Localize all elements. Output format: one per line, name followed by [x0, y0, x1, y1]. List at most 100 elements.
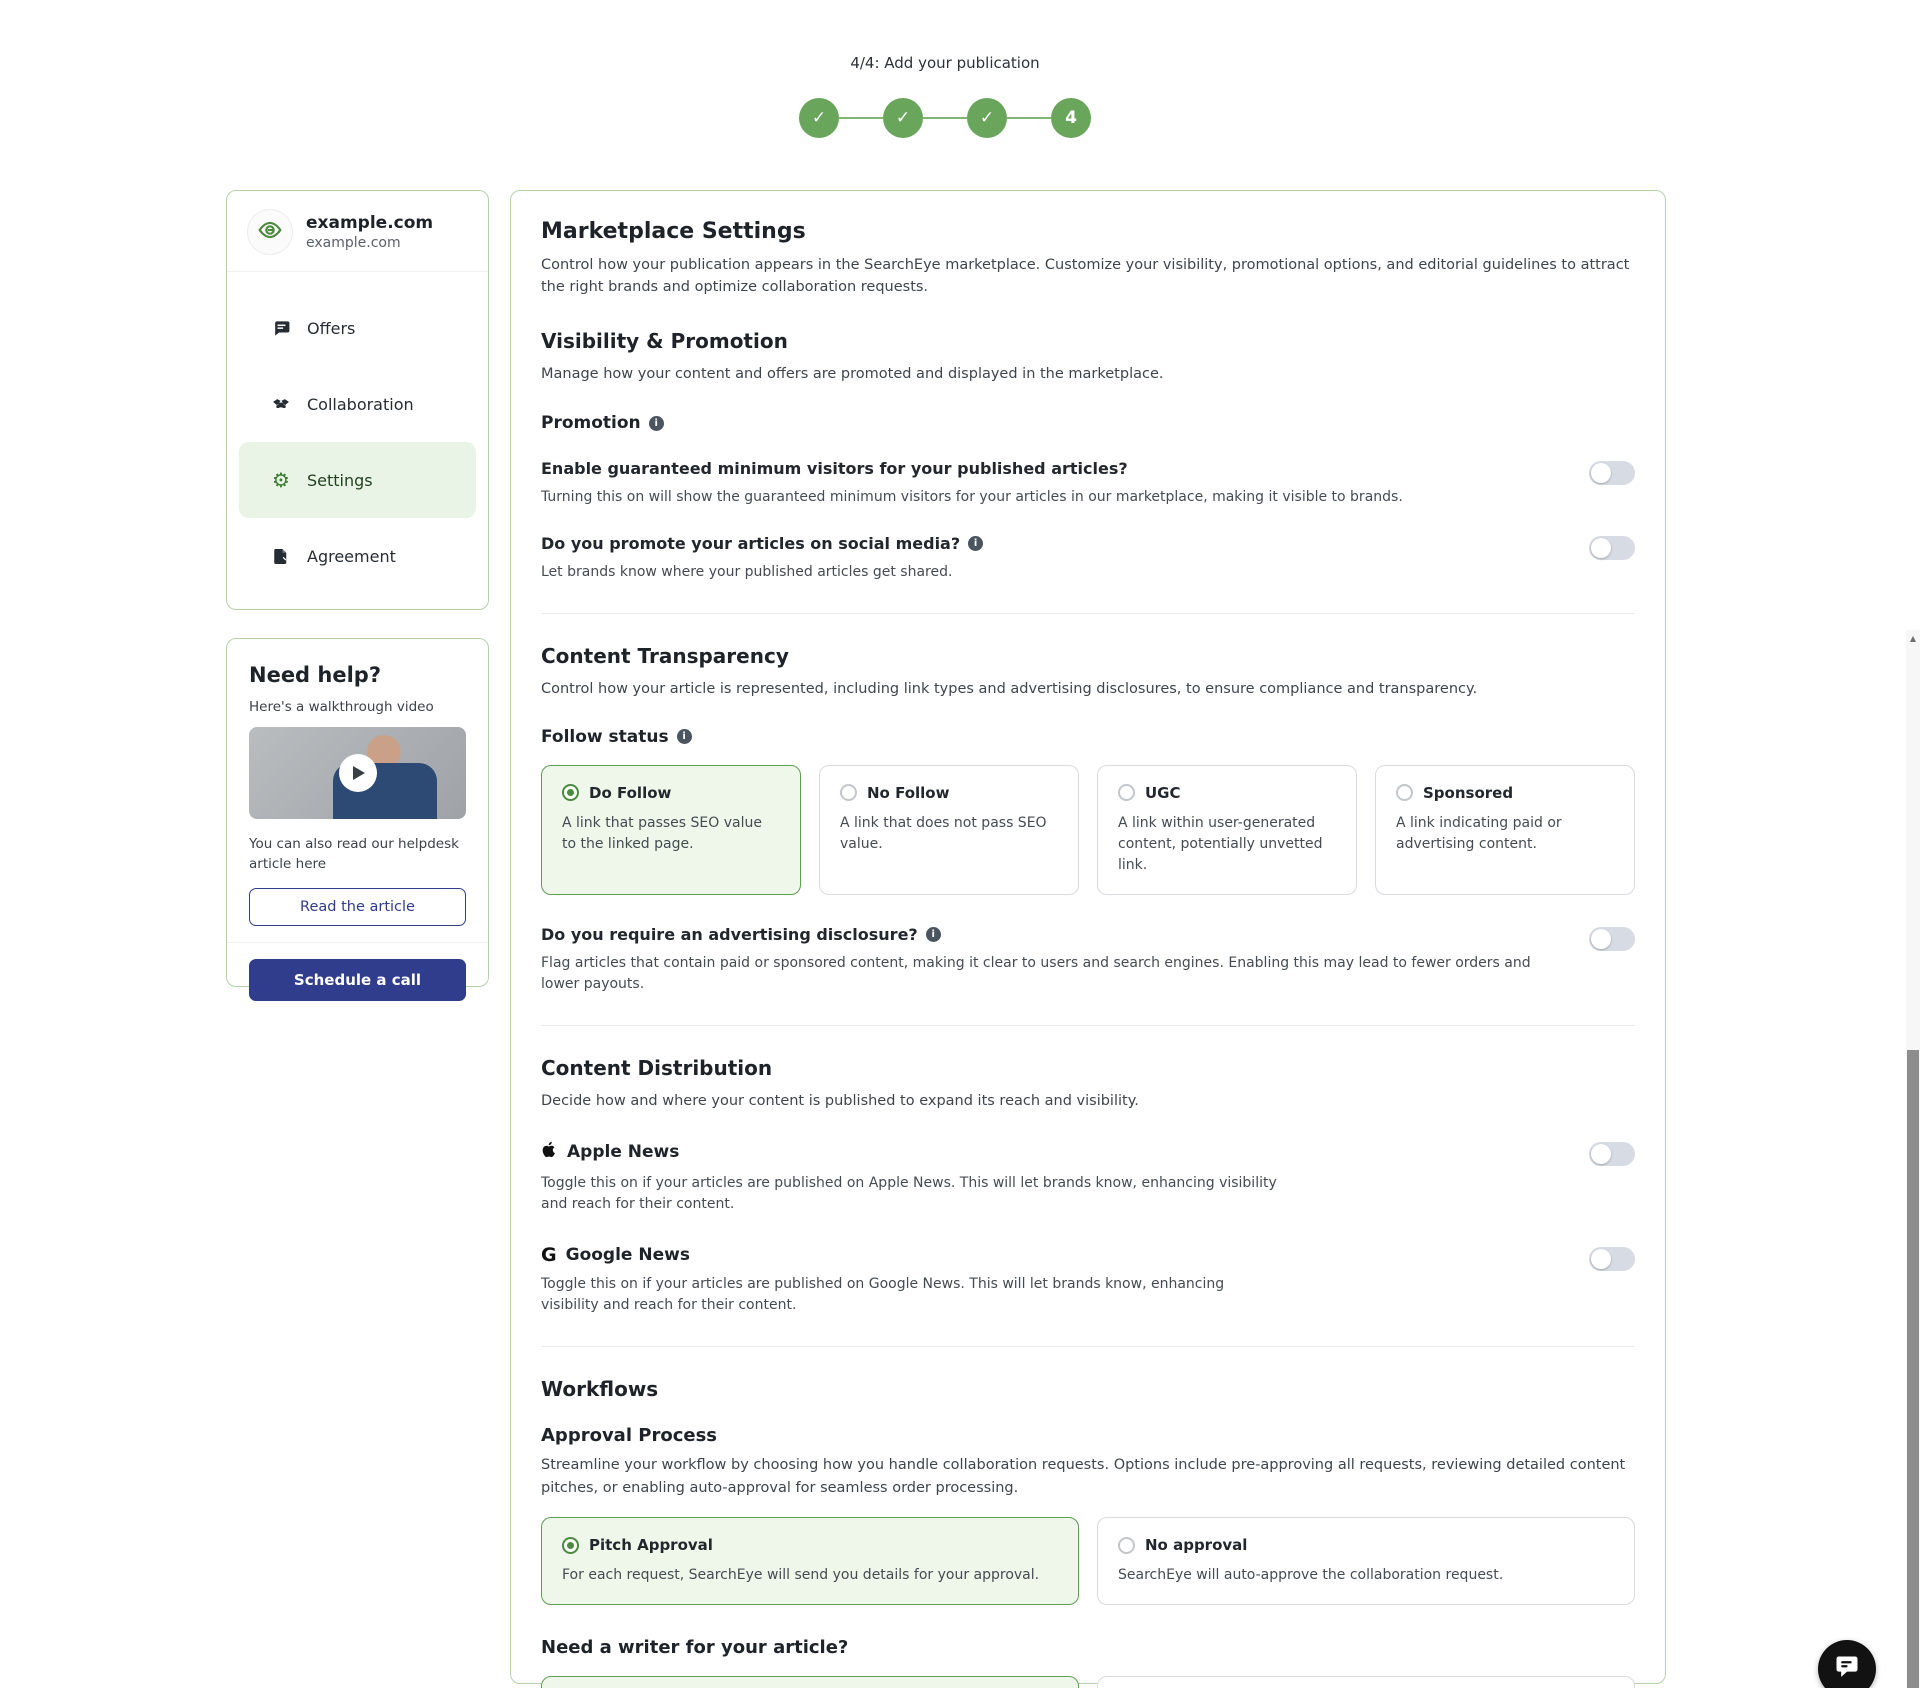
page-scrollbar[interactable]: ▲ — [1906, 630, 1920, 1688]
approval-process-subheading: Approval Process — [541, 1425, 1635, 1446]
option-label: No approval — [1145, 1536, 1248, 1555]
radio-icon[interactable] — [1118, 1536, 1135, 1554]
info-icon[interactable]: i — [925, 926, 941, 942]
page-title: Marketplace Settings — [541, 219, 806, 244]
follow-status-label: Follow status — [541, 726, 669, 747]
google-news-label-text: Google News — [565, 1245, 690, 1266]
advertising-disclosure-setting: Do you require an advertising disclosure… — [541, 925, 1635, 995]
publication-avatar — [247, 209, 293, 255]
radio-selected-icon[interactable] — [562, 784, 579, 802]
agreement-document-pen-icon — [271, 546, 291, 566]
apple-logo-icon — [541, 1140, 558, 1164]
step-4-current: 4 — [1051, 98, 1091, 138]
sidebar-item-label: Settings — [307, 470, 373, 490]
searcheye-eye-logo-icon — [257, 217, 283, 247]
step-2-done: ✓ — [883, 98, 923, 138]
social-media-setting: Do you promote your articles on social m… — [541, 534, 1635, 583]
step-1-done: ✓ — [799, 98, 839, 138]
section-desc-visibility: Manage how your content and offers are p… — [541, 365, 1164, 382]
option-pitch-approval[interactable]: Pitch Approval For each request, SearchE… — [541, 1517, 1079, 1606]
check-icon: ✓ — [895, 108, 911, 128]
option-label: Do Follow — [589, 783, 672, 802]
guaranteed-visitors-desc: Turning this on will show the guaranteed… — [541, 489, 1403, 506]
google-news-label: G Google News — [541, 1245, 1281, 1265]
sidebar-item-collaboration[interactable]: Collaboration — [239, 366, 476, 442]
stepper-steps: ✓ ✓ ✓ 4 — [799, 98, 1091, 138]
promotion-subheading-label: Promotion — [541, 413, 641, 434]
option-writer-my-team[interactable]: My Team No, I already have a writer — [1097, 1676, 1635, 1688]
chat-widget-button[interactable] — [1818, 1640, 1876, 1688]
social-media-label: Do you promote your articles on social m… — [541, 534, 984, 554]
walkthrough-video-thumbnail[interactable] — [249, 727, 466, 819]
section-desc-transparency: Control how your article is represented,… — [541, 681, 1478, 698]
option-do-follow[interactable]: Do Follow A link that passes SEO value t… — [541, 764, 801, 895]
guaranteed-visitors-toggle[interactable] — [1589, 461, 1635, 486]
option-desc: For each request, SearchEye will send yo… — [562, 1567, 1040, 1584]
collaboration-handshake-icon — [271, 394, 291, 414]
option-label: Pitch Approval — [589, 1536, 713, 1555]
read-article-button[interactable]: Read the article — [249, 888, 466, 927]
advertising-disclosure-label: Do you require an advertising disclosure… — [541, 925, 1541, 944]
google-news-desc: Toggle this on if your articles are publ… — [541, 1276, 1225, 1314]
sidebar-item-agreement[interactable]: Agreement — [239, 518, 476, 594]
sidebar-item-label: Offers — [307, 318, 356, 338]
apple-news-toggle[interactable] — [1589, 1142, 1635, 1167]
info-icon[interactable]: i — [676, 729, 692, 745]
writer-subheading: Need a writer for your article? — [541, 1637, 1635, 1658]
follow-status-options: Do Follow A link that passes SEO value t… — [541, 764, 1635, 895]
apple-news-setting: Apple News Toggle this on if your articl… — [541, 1140, 1635, 1215]
help-subtitle: Here's a walkthrough video — [249, 699, 434, 715]
marketplace-settings-card: Marketplace Settings Control how your pu… — [510, 190, 1666, 1688]
info-icon[interactable]: i — [968, 536, 984, 552]
radio-icon[interactable] — [1118, 784, 1135, 802]
help-title: Need help? — [249, 663, 382, 687]
social-media-toggle[interactable] — [1589, 536, 1635, 561]
option-desc: A link that passes SEO value to the link… — [562, 814, 762, 852]
step-connector — [923, 117, 967, 119]
approval-process-desc: Streamline your workflow by choosing how… — [541, 1457, 1626, 1496]
sidebar-item-label: Agreement — [307, 546, 396, 566]
sidebar-divider — [227, 271, 488, 272]
play-button-icon[interactable] — [338, 754, 377, 792]
scrollbar-thumb[interactable] — [1907, 1050, 1919, 1688]
sidebar-nav: Offers Collaboration ⚙ Settings Agreemen… — [227, 272, 488, 594]
option-label: Sponsored — [1423, 783, 1514, 802]
option-desc: SearchEye will auto-approve the collabor… — [1118, 1567, 1504, 1584]
section-desc-distribution: Decide how and where your content is pub… — [541, 1092, 1139, 1109]
section-title-workflows: Workflows — [541, 1377, 659, 1402]
section-divider — [541, 1346, 1635, 1348]
advertising-disclosure-toggle[interactable] — [1589, 926, 1635, 951]
scrollbar-up-arrow-icon[interactable]: ▲ — [1909, 633, 1917, 643]
advertising-disclosure-desc: Flag articles that contain paid or spons… — [541, 954, 1531, 992]
step-connector — [839, 117, 883, 119]
radio-selected-icon[interactable] — [562, 1536, 579, 1554]
sidebar-item-settings[interactable]: ⚙ Settings — [239, 442, 476, 518]
section-divider — [541, 1024, 1635, 1026]
writer-subheading-label: Need a writer for your article? — [541, 1637, 849, 1659]
promotion-subheading: Promotion i — [541, 413, 1635, 433]
guaranteed-visitors-setting: Enable guaranteed minimum visitors for y… — [541, 459, 1635, 508]
option-no-follow[interactable]: No Follow A link that does not pass SEO … — [819, 764, 1079, 895]
social-media-label-text: Do you promote your articles on social m… — [541, 534, 961, 554]
option-sponsored[interactable]: Sponsored A link indicating paid or adve… — [1375, 764, 1635, 895]
schedule-call-button[interactable]: Schedule a call — [249, 959, 466, 1002]
publication-name: example.com — [306, 213, 434, 233]
info-icon[interactable]: i — [648, 415, 664, 431]
radio-icon[interactable] — [1396, 784, 1413, 802]
publication-domain: example.com — [306, 235, 401, 251]
sidebar-item-label: Collaboration — [307, 394, 414, 414]
step-3-done: ✓ — [967, 98, 1007, 138]
onboarding-stepper: 4/4: Add your publication ✓ ✓ ✓ 4 — [0, 54, 1890, 138]
option-writer-searcheye[interactable]: SearchEye ✦New Yes, Let SearchEye write … — [541, 1676, 1079, 1688]
radio-icon[interactable] — [840, 784, 857, 802]
option-no-approval[interactable]: No approval SearchEye will auto-approve … — [1097, 1517, 1635, 1606]
writer-options: SearchEye ✦New Yes, Let SearchEye write … — [541, 1676, 1635, 1688]
google-news-toggle[interactable] — [1589, 1247, 1635, 1272]
check-icon: ✓ — [979, 108, 995, 128]
sidebar-item-offers[interactable]: Offers — [239, 290, 476, 366]
option-desc: A link within user-generated content, po… — [1118, 814, 1323, 873]
section-title-distribution: Content Distribution — [541, 1055, 773, 1080]
option-ugc[interactable]: UGC A link within user-generated content… — [1097, 764, 1357, 895]
settings-gear-icon: ⚙ — [272, 468, 290, 492]
need-help-card: Need help? Here's a walkthrough video Yo… — [226, 638, 489, 1002]
